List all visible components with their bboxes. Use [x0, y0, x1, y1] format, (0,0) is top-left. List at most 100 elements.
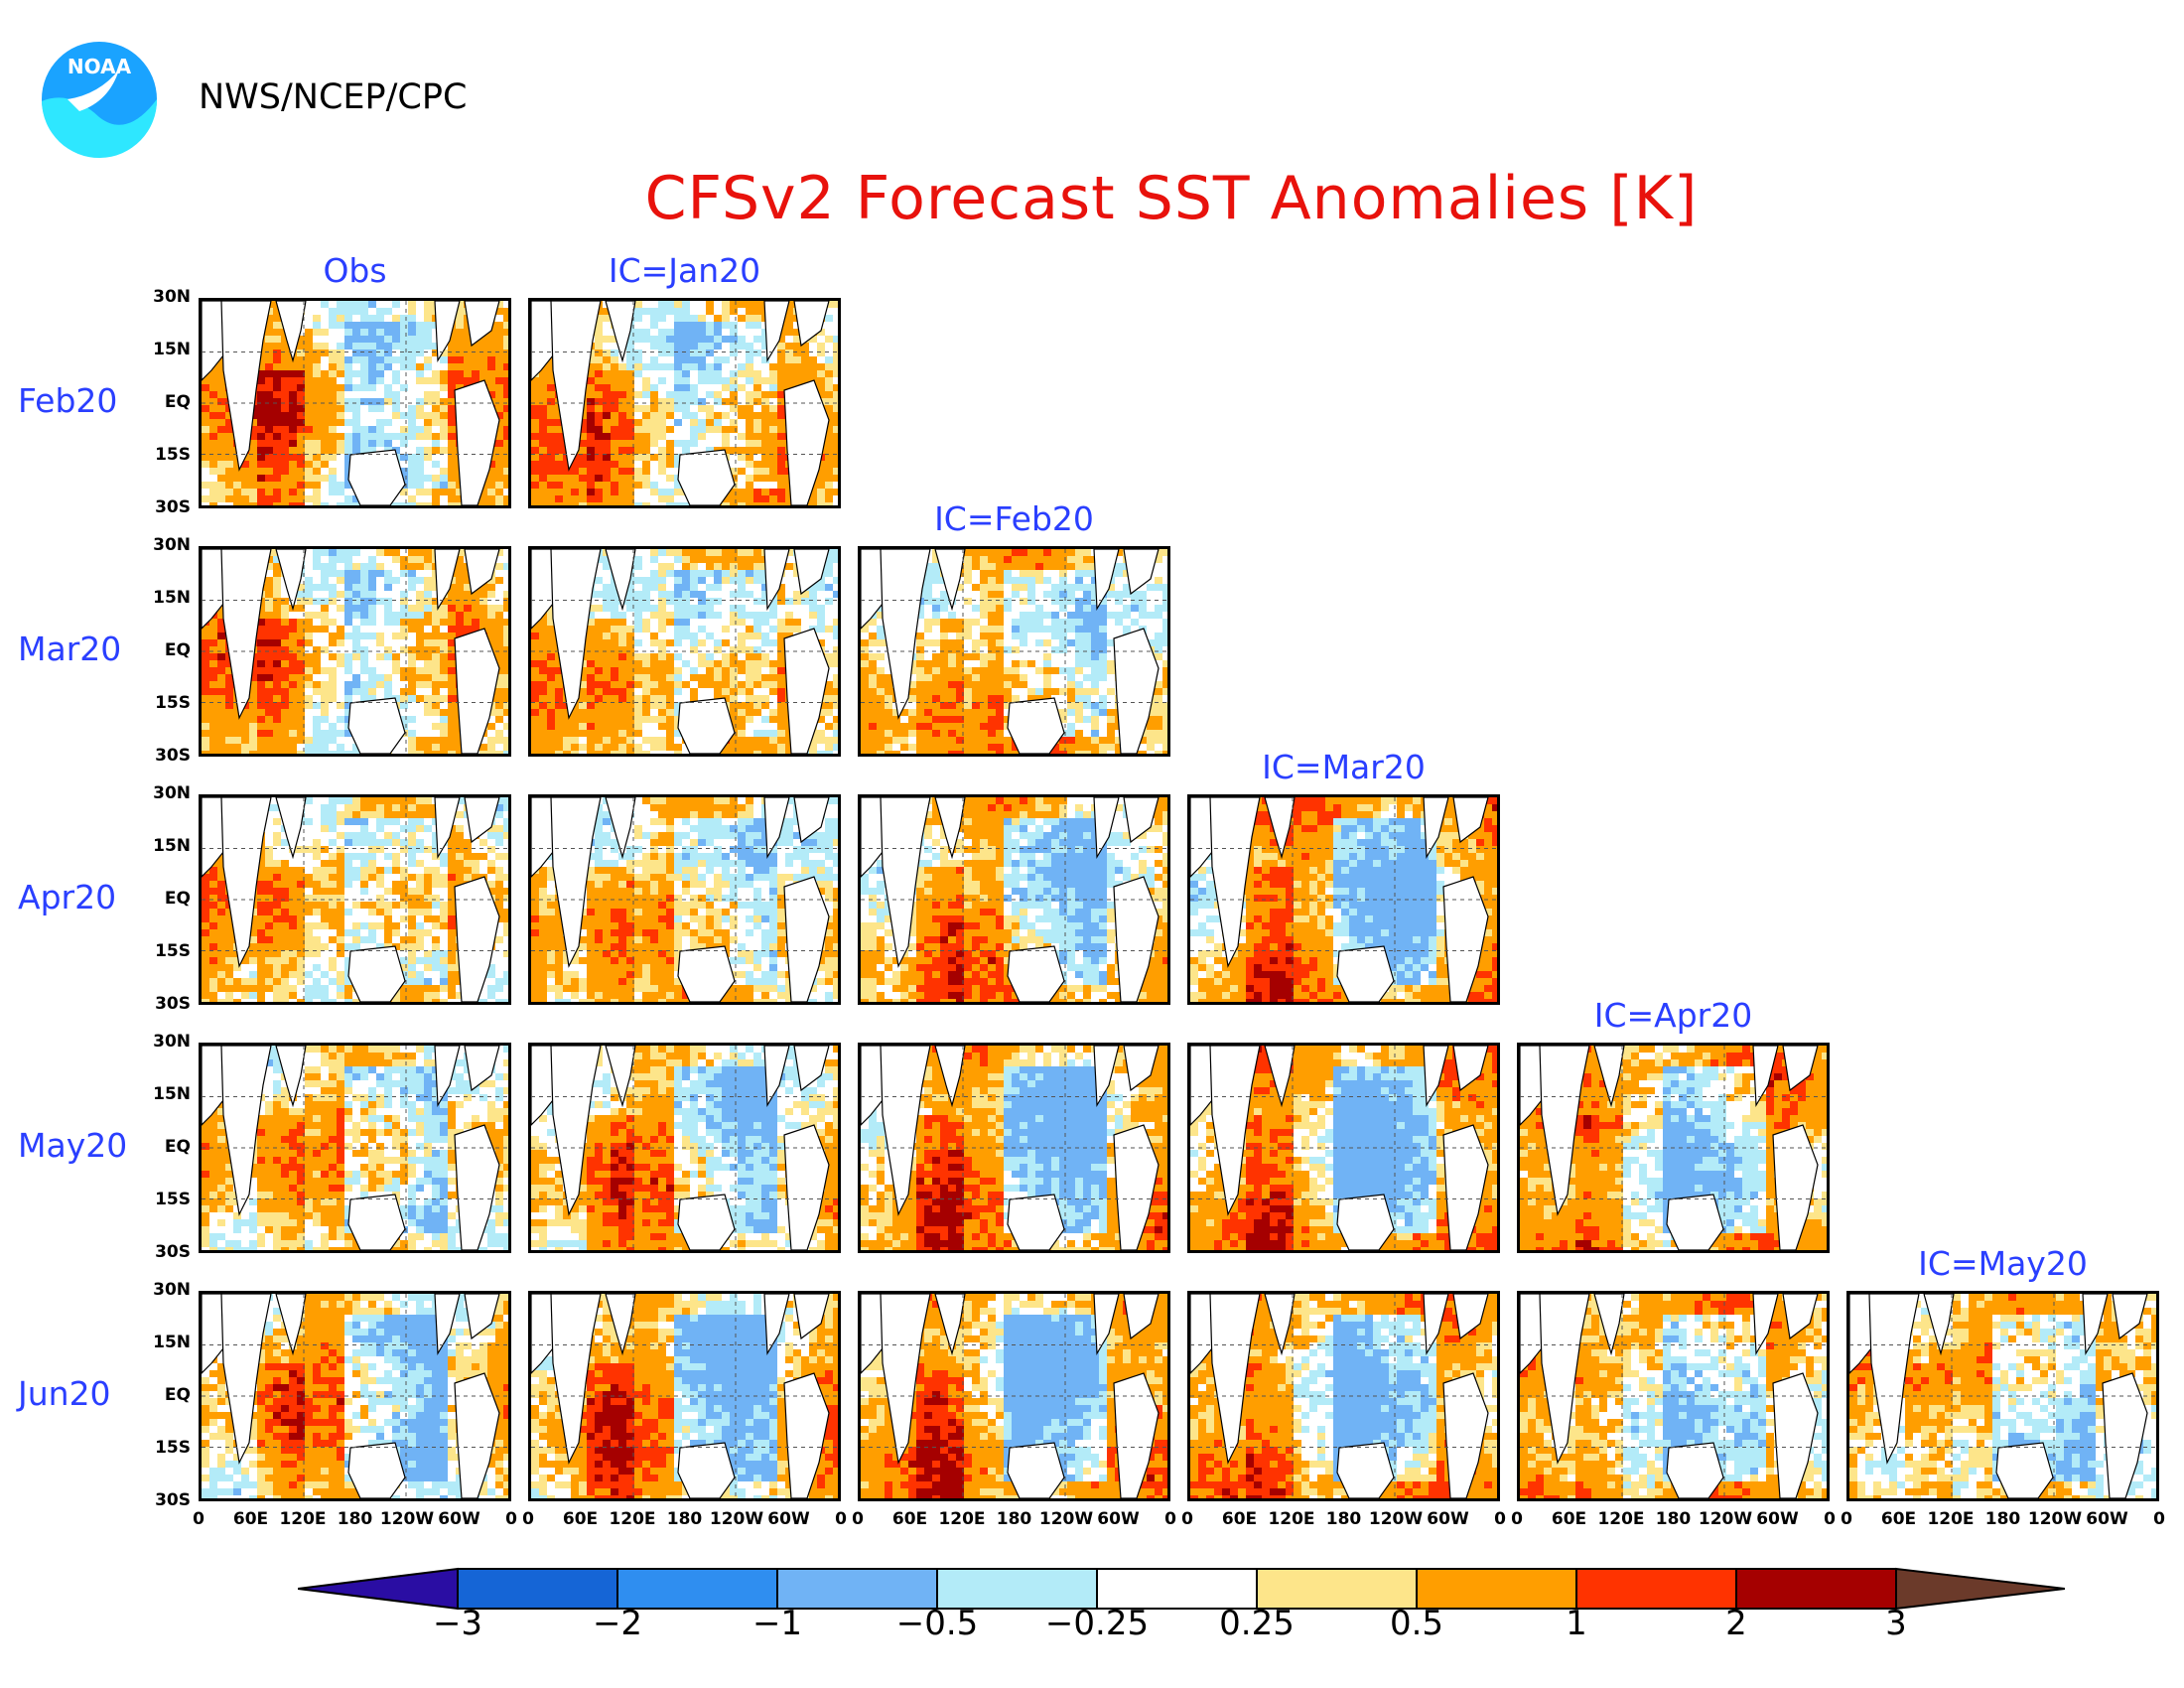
map-panel [1517, 1043, 1830, 1253]
lon-tick-label: 60W [1756, 1509, 1798, 1529]
lat-tick-label: 15S [141, 693, 191, 713]
lat-tick-label: 30S [141, 994, 191, 1014]
map-panel [1187, 794, 1500, 1005]
lon-tick-label: 120W [710, 1509, 763, 1529]
lon-tick-label: 0 [835, 1509, 847, 1529]
lon-tick-label: 0 [1824, 1509, 1836, 1529]
lat-tick-label: EQ [141, 1385, 191, 1405]
map-panel [528, 1291, 841, 1501]
lon-tick-label: 60W [1427, 1509, 1468, 1529]
lon-tick-label: 0 [1511, 1509, 1523, 1529]
row-label: Jun20 [18, 1374, 111, 1413]
lat-tick-label: 30N [141, 1032, 191, 1052]
colorbar-tick-label: −0.5 [896, 1604, 979, 1643]
lon-tick-label: 0 [2153, 1509, 2165, 1529]
lon-tick-label: 60E [892, 1509, 927, 1529]
map-panel [199, 546, 511, 757]
chart-title: CFSv2 Forecast SST Anomalies [K] [0, 164, 2184, 233]
column-label: IC=May20 [1846, 1244, 2159, 1283]
map-panel [858, 1043, 1170, 1253]
lat-tick-label: EQ [141, 640, 191, 660]
colorbar-tick-label: −0.25 [1045, 1604, 1149, 1643]
map-panel [528, 794, 841, 1005]
lon-tick-label: 120W [2028, 1509, 2082, 1529]
lat-tick-label: 30N [141, 535, 191, 555]
lat-tick-label: EQ [141, 1137, 191, 1157]
lat-tick-label: EQ [141, 392, 191, 412]
colorbar-tick-label: −3 [433, 1604, 482, 1643]
lat-tick-label: 15S [141, 941, 191, 961]
column-label: IC=Apr20 [1517, 996, 1830, 1035]
lat-tick-label: 15N [141, 836, 191, 856]
lat-tick-label: 15N [141, 1333, 191, 1352]
lon-tick-label: 60E [233, 1509, 268, 1529]
lon-tick-label: 0 [193, 1509, 205, 1529]
lon-tick-label: 120E [938, 1509, 985, 1529]
lon-tick-label: 60E [1881, 1509, 1916, 1529]
map-panel [528, 546, 841, 757]
lon-tick-label: 120W [1699, 1509, 1752, 1529]
colorbar-tick-label: 3 [1885, 1604, 1907, 1643]
column-label: IC=Jan20 [528, 251, 841, 290]
lon-tick-label: 120W [1369, 1509, 1423, 1529]
lon-tick-label: 60E [1222, 1509, 1257, 1529]
map-panel [1846, 1291, 2159, 1501]
lon-tick-label: 180 [1656, 1509, 1692, 1529]
lon-tick-label: 120W [380, 1509, 434, 1529]
lat-tick-label: 30N [141, 287, 191, 307]
row-label: May20 [18, 1126, 127, 1165]
lat-tick-label: 15N [141, 340, 191, 359]
lon-tick-label: 60W [2086, 1509, 2127, 1529]
colorbar-tick-label: −1 [752, 1604, 802, 1643]
lon-tick-label: 180 [997, 1509, 1032, 1529]
agency-label: NWS/NCEP/CPC [199, 77, 467, 117]
lat-tick-label: 30N [141, 783, 191, 803]
map-panel [1517, 1291, 1830, 1501]
lon-tick-label: 60W [438, 1509, 479, 1529]
row-label: Apr20 [18, 878, 116, 916]
noaa-logo: NOAA [40, 40, 159, 159]
lat-tick-label: 30S [141, 1242, 191, 1262]
lat-tick-label: 15N [141, 588, 191, 608]
lon-tick-label: 180 [1326, 1509, 1362, 1529]
lon-tick-label: 0 [1181, 1509, 1193, 1529]
map-panel [1187, 1291, 1500, 1501]
map-panel [528, 298, 841, 508]
lon-tick-label: 180 [667, 1509, 703, 1529]
lon-tick-label: 0 [1164, 1509, 1176, 1529]
lon-tick-label: 0 [1494, 1509, 1506, 1529]
row-label: Feb20 [18, 381, 117, 420]
map-panel [199, 794, 511, 1005]
svg-text:NOAA: NOAA [68, 55, 132, 78]
lat-tick-label: 15S [141, 445, 191, 465]
column-label: IC=Feb20 [858, 499, 1170, 538]
lon-tick-label: 0 [522, 1509, 534, 1529]
lon-tick-label: 60E [563, 1509, 598, 1529]
map-panel [199, 298, 511, 508]
colorbar-tick-label: 0.5 [1390, 1604, 1443, 1643]
colorbar-tick-label: 0.25 [1219, 1604, 1295, 1643]
colorbar [297, 1559, 2066, 1618]
map-panel [199, 1043, 511, 1253]
lon-tick-label: 60E [1552, 1509, 1586, 1529]
lon-tick-label: 120E [279, 1509, 326, 1529]
colorbar-tick-label: 2 [1725, 1604, 1747, 1643]
lon-tick-label: 0 [852, 1509, 864, 1529]
lon-tick-label: 180 [1985, 1509, 2021, 1529]
colorbar-tick-label: −2 [593, 1604, 642, 1643]
lat-tick-label: 30S [141, 497, 191, 517]
map-panel [858, 546, 1170, 757]
lon-tick-label: 120W [1039, 1509, 1093, 1529]
lon-tick-label: 0 [1841, 1509, 1852, 1529]
column-label: IC=Mar20 [1187, 748, 1500, 786]
lat-tick-label: 30S [141, 1490, 191, 1510]
lon-tick-label: 60W [767, 1509, 809, 1529]
lon-tick-label: 180 [338, 1509, 373, 1529]
lat-tick-label: EQ [141, 889, 191, 909]
lon-tick-label: 120E [1927, 1509, 1974, 1529]
lat-tick-label: 15S [141, 1438, 191, 1458]
map-panel [858, 1291, 1170, 1501]
lon-tick-label: 0 [505, 1509, 517, 1529]
lon-tick-label: 120E [1268, 1509, 1314, 1529]
lat-tick-label: 15N [141, 1084, 191, 1104]
